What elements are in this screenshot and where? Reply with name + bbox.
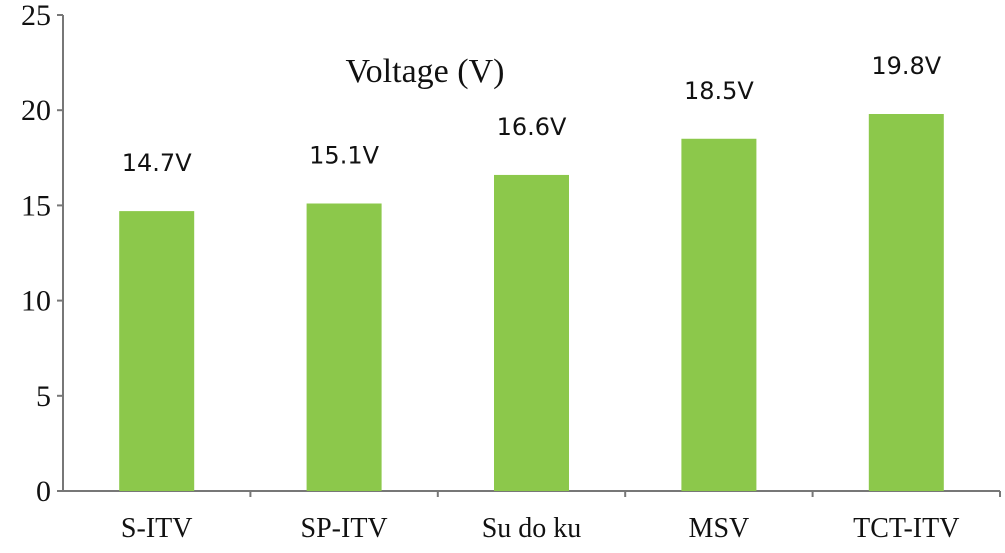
y-tick-label: 20 bbox=[21, 94, 51, 127]
x-category-label: SP-ITV bbox=[301, 513, 388, 544]
bar-sp-itv bbox=[306, 203, 382, 491]
data-label: 19.8V bbox=[871, 52, 941, 80]
data-labels: 14.7V 15.1V 16.6V 18.5V 19.8V bbox=[122, 52, 942, 177]
data-label: 16.6V bbox=[497, 113, 567, 141]
x-category-label: S-ITV bbox=[121, 513, 193, 544]
x-category-label: MSV bbox=[689, 513, 750, 544]
bar-msv bbox=[681, 138, 757, 491]
data-label: 15.1V bbox=[309, 141, 379, 169]
x-category-label: TCT-ITV bbox=[853, 513, 959, 544]
y-tick-label: 10 bbox=[21, 285, 51, 318]
y-tick-label: 0 bbox=[36, 475, 51, 508]
category-labels: S-ITV SP-ITV Su do ku MSV TCT-ITV bbox=[121, 491, 1001, 544]
data-label: 14.7V bbox=[122, 149, 192, 177]
bar-tct-itv bbox=[868, 114, 944, 492]
data-label: 18.5V bbox=[684, 77, 754, 105]
y-tick-label: 15 bbox=[21, 189, 51, 222]
x-category-label: Su do ku bbox=[482, 513, 582, 544]
y-axis-ticks: 0 5 10 15 20 25 bbox=[21, 0, 63, 508]
y-tick-label: 5 bbox=[36, 380, 51, 413]
bars bbox=[119, 114, 944, 492]
y-tick-label: 25 bbox=[21, 0, 51, 32]
chart-title: Voltage (V) bbox=[346, 53, 505, 90]
bar-su-do-ku bbox=[494, 174, 569, 491]
bar-s-itv bbox=[119, 211, 195, 491]
